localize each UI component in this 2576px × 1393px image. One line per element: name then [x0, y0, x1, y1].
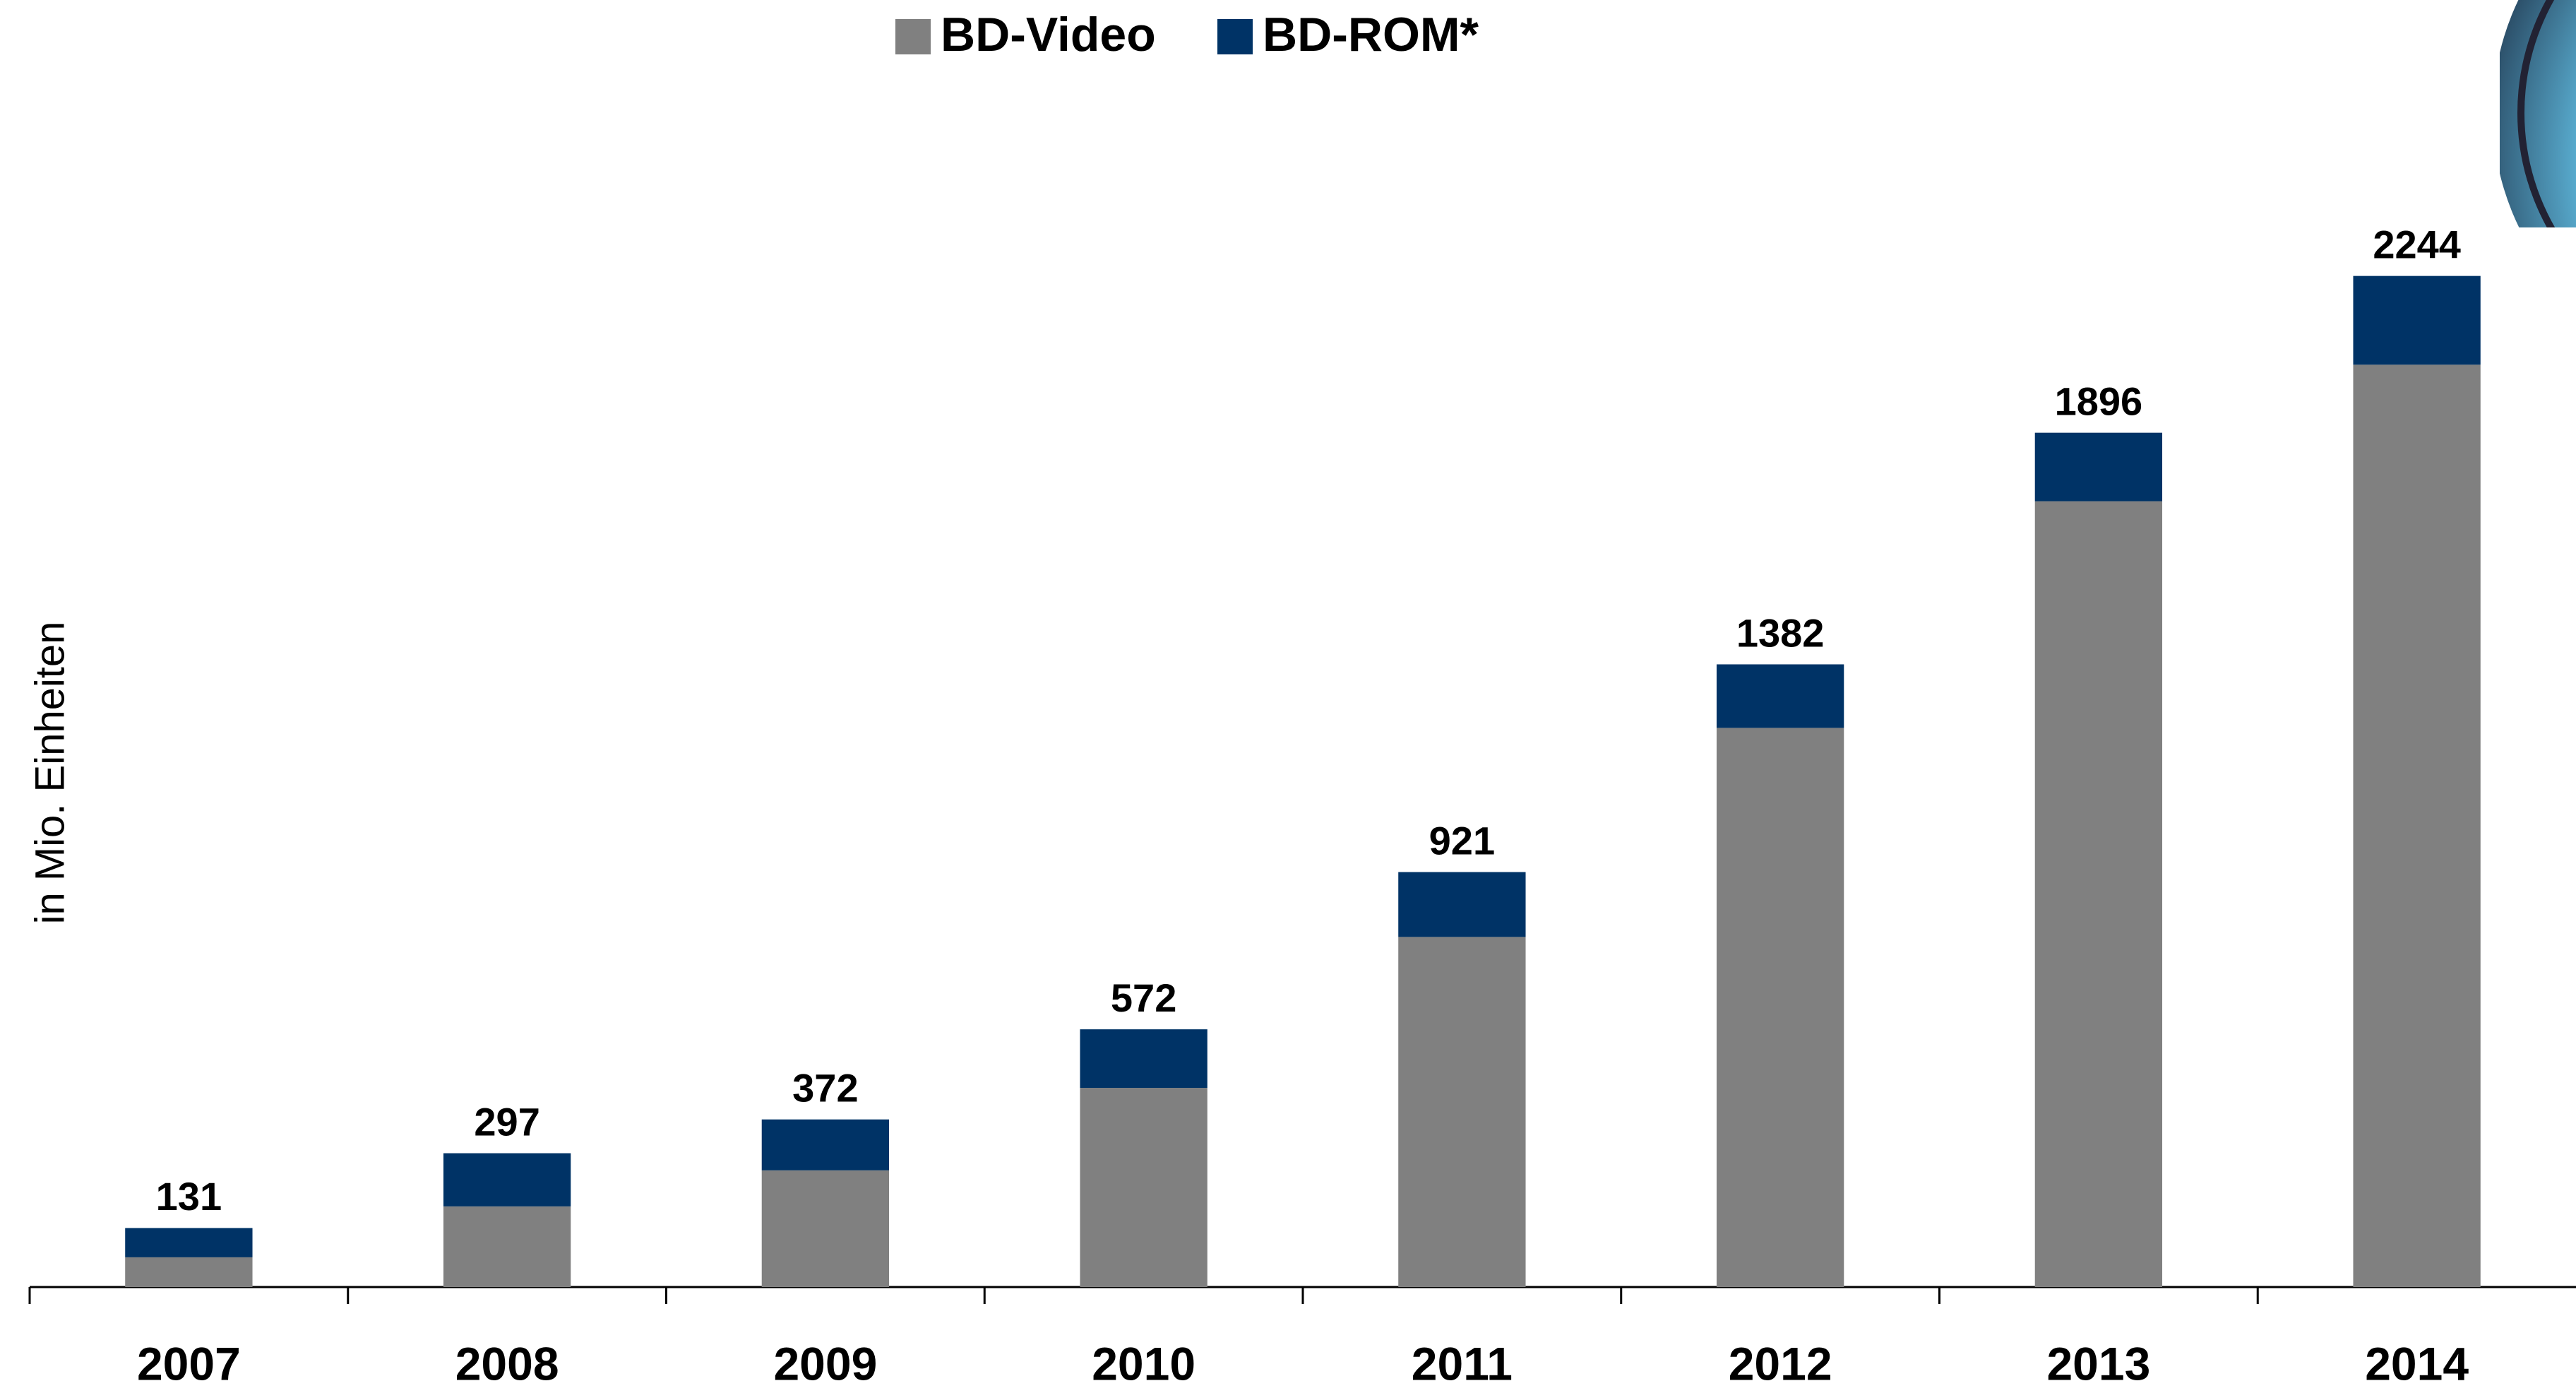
- legend-swatch: [895, 19, 931, 54]
- bar-segment: [1398, 872, 1526, 937]
- x-tick-label: 2007: [137, 1337, 241, 1389]
- bar-segment: [125, 1228, 253, 1257]
- x-tick-label: 2010: [1092, 1337, 1195, 1389]
- x-tick-label: 2009: [773, 1337, 877, 1389]
- x-tick-label: 2013: [2046, 1337, 2150, 1389]
- bar-segment: [761, 1119, 890, 1170]
- x-tick-label: 2008: [455, 1337, 559, 1389]
- total-label: 1896: [2055, 379, 2143, 423]
- bar-segment: [1716, 664, 1844, 728]
- legend-swatch: [1217, 19, 1253, 54]
- total-label: 2244: [2373, 222, 2461, 266]
- bar-segment: [125, 1257, 253, 1287]
- legend-label: BD-ROM*: [1263, 8, 1479, 61]
- disc-image: [2500, 0, 2576, 227]
- bar-segment: [1080, 1029, 1208, 1089]
- x-tick-label: 2014: [2365, 1337, 2469, 1389]
- bar-segment: [761, 1170, 890, 1287]
- total-label: 372: [792, 1066, 858, 1110]
- x-tick-label: 2012: [1729, 1337, 1832, 1389]
- legend-label: BD-Video: [941, 8, 1156, 61]
- bar-segment: [443, 1206, 571, 1287]
- bar-segment: [1398, 937, 1526, 1287]
- total-label: 297: [474, 1099, 539, 1144]
- total-label: 921: [1429, 818, 1495, 863]
- total-label: 131: [156, 1174, 222, 1219]
- x-tick-label: 2011: [1412, 1337, 1513, 1389]
- bar-segment: [443, 1153, 571, 1207]
- y-axis-label: in Mio. Einheiten: [27, 622, 73, 925]
- bar-segment: [2353, 364, 2481, 1288]
- total-label: 1382: [1736, 610, 1825, 655]
- bar-segment: [2034, 432, 2163, 502]
- bar-segment: [1080, 1088, 1208, 1287]
- total-label: 572: [1111, 976, 1176, 1020]
- bar-segment: [2353, 275, 2481, 365]
- bar-segment: [2034, 501, 2163, 1287]
- bar-segment: [1716, 728, 1844, 1287]
